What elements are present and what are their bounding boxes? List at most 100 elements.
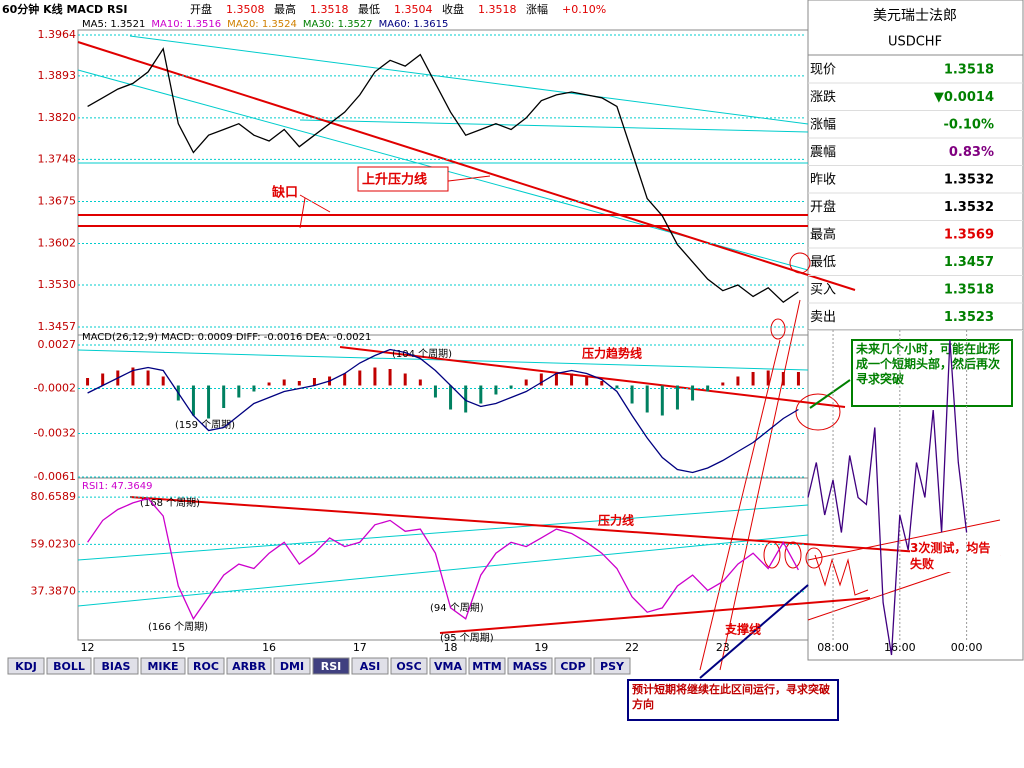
callout: 3次测试，均告失败 xyxy=(910,540,1000,572)
ma-legend: MA10: 1.3516 xyxy=(151,19,221,30)
quote-label: 涨幅 xyxy=(810,118,836,133)
tab[interactable] xyxy=(554,657,592,675)
quote-symbol: USDCHF xyxy=(888,35,942,50)
tab[interactable] xyxy=(187,657,225,675)
header-label: 收盘 xyxy=(442,2,464,16)
tab-label[interactable]: MTM xyxy=(472,660,501,673)
series-line xyxy=(807,339,968,656)
quote-value: ▼0.0014 xyxy=(934,90,994,105)
y-tick-label: 1.3893 xyxy=(38,69,77,82)
annotation: 支撑线 xyxy=(724,622,761,637)
quote-label: 最高 xyxy=(810,227,836,243)
tab-label[interactable]: ROC xyxy=(193,660,219,673)
tab[interactable] xyxy=(46,657,92,675)
tab-label[interactable]: ASI xyxy=(360,660,381,673)
header-value: +0.10% xyxy=(562,3,606,16)
tab[interactable] xyxy=(390,657,428,675)
header-label: 开盘 xyxy=(190,2,212,16)
quote-value: -0.10% xyxy=(944,118,995,133)
header-value: 1.3504 xyxy=(394,3,433,16)
tab[interactable] xyxy=(93,657,139,675)
x-tick-label: 16:00 xyxy=(884,641,916,654)
tab-label[interactable]: MASS xyxy=(513,660,548,673)
ma-legend: MA20: 1.3524 xyxy=(227,19,297,30)
header-value: 1.3508 xyxy=(226,3,265,16)
y-tick-label: 1.3748 xyxy=(38,152,77,165)
quote-value: 1.3523 xyxy=(944,310,994,325)
quote-value: 1.3518 xyxy=(944,63,994,78)
callout: 预计短期将继续在此区间运行，寻求突破方向 xyxy=(632,683,830,711)
annotation: 上升压力线 xyxy=(362,172,427,188)
y-tick-label: 59.0230 xyxy=(31,537,77,550)
x-tick-label: 22 xyxy=(625,641,639,654)
chart-title: 60分钟 K线 MACD RSI xyxy=(2,2,127,16)
quote-value: 1.3532 xyxy=(944,173,994,188)
callout: 未来几个小时，可能在此形成一个短期头部，然后再次寻求突破 xyxy=(856,342,1001,386)
rsi-label: RSI1: 47.3649 xyxy=(82,481,153,492)
tab[interactable] xyxy=(312,657,350,675)
tab-label[interactable]: ARBR xyxy=(232,660,266,673)
quote-label: 开盘 xyxy=(810,199,836,215)
callout-text: 预计短期将继续在此区间运行，寻求突破方向 xyxy=(632,683,830,711)
y-tick-label: 80.6589 xyxy=(31,490,77,503)
y-tick-label: 1.3530 xyxy=(38,278,77,291)
tab[interactable] xyxy=(140,657,186,675)
header-label: 涨幅 xyxy=(526,3,548,16)
tab[interactable] xyxy=(351,657,389,675)
x-tick-label: 17 xyxy=(353,641,367,654)
header-value: 1.3518 xyxy=(478,3,517,16)
quote-label: 最低 xyxy=(810,255,836,270)
y-tick-label: 1.3457 xyxy=(38,320,77,333)
tab-label[interactable]: KDJ xyxy=(15,660,37,673)
x-tick-label: 16 xyxy=(262,641,276,654)
x-tick-label: 00:00 xyxy=(951,641,983,654)
quote-label: 震幅 xyxy=(810,145,836,160)
header-label: 最高 xyxy=(274,2,296,16)
quote-label: 昨收 xyxy=(810,173,836,188)
callout-text: 未来几个小时，可能在此形成一个短期头部，然后再次寻求突破 xyxy=(856,342,1001,386)
y-tick-label: 0.0027 xyxy=(38,338,77,351)
tab-label[interactable]: BIAS xyxy=(102,660,131,673)
tab[interactable] xyxy=(468,657,506,675)
tab[interactable] xyxy=(507,657,553,675)
tab-label[interactable]: VMA xyxy=(434,660,462,673)
quote-title: 美元瑞士法郎 xyxy=(873,8,957,24)
series-line xyxy=(87,47,799,304)
series-line xyxy=(87,348,799,474)
y-tick-label: 1.3602 xyxy=(38,236,77,249)
tab-label[interactable]: OSC xyxy=(396,660,421,673)
tab[interactable] xyxy=(226,657,272,675)
annotation: 压力趋势线 xyxy=(582,346,642,361)
quote-value: 1.3569 xyxy=(944,228,994,243)
ma-legend: MA5: 1.3521 xyxy=(82,19,145,30)
tab[interactable] xyxy=(7,657,45,675)
tab-label[interactable]: DMI xyxy=(280,660,304,673)
y-tick-label: -0.0032 xyxy=(34,427,76,440)
tab[interactable] xyxy=(273,657,311,675)
tab-label[interactable]: PSY xyxy=(600,660,625,673)
tab[interactable] xyxy=(593,657,631,675)
y-tick-label: 1.3675 xyxy=(38,194,77,207)
tab-label[interactable]: RSI xyxy=(321,660,342,673)
x-tick-label: 18 xyxy=(444,641,458,654)
quote-label: 买入 xyxy=(810,283,836,298)
y-tick-label: 1.3964 xyxy=(38,28,77,41)
callout-box xyxy=(851,339,1013,407)
tab-label[interactable]: BOLL xyxy=(53,660,85,673)
callout-box xyxy=(627,679,839,721)
x-tick-label: 08:00 xyxy=(817,641,849,654)
tab-label[interactable]: MIKE xyxy=(147,660,178,673)
annotation: (166 个周期) xyxy=(148,621,208,633)
y-tick-label: -0.0002 xyxy=(34,382,76,395)
x-tick-label: 15 xyxy=(171,641,185,654)
tab[interactable] xyxy=(429,657,467,675)
trend-lines xyxy=(77,35,1001,679)
quote-label: 现价 xyxy=(810,63,836,78)
header-label: 最低 xyxy=(358,3,380,16)
annotation-box xyxy=(357,166,449,192)
tab-label[interactable]: CDP xyxy=(560,660,585,673)
quote-value: 1.3518 xyxy=(944,283,994,298)
quote-label: 涨跌 xyxy=(810,89,836,105)
series-line xyxy=(87,497,799,621)
